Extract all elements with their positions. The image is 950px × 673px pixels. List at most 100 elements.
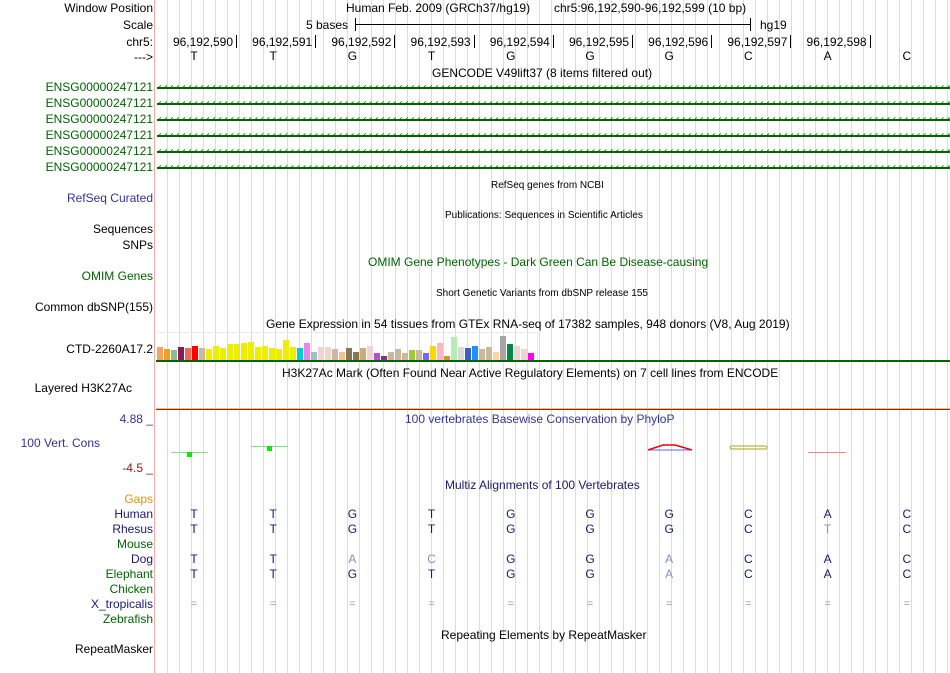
gencode-item-label[interactable]: ENSG00000247121 xyxy=(45,80,153,94)
gtex-gene-label[interactable]: CTD-2260A17.2 xyxy=(66,342,153,356)
h3k27ac-track-title[interactable]: H3K27Ac Mark (Often Found Near Active Re… xyxy=(282,366,779,380)
gtex-tissue-bar[interactable] xyxy=(283,340,289,360)
gencode-gene-line[interactable] xyxy=(157,103,950,105)
gencode-item-label[interactable]: ENSG00000247121 xyxy=(45,144,153,158)
publications-track-label-line1[interactable]: Sequences xyxy=(92,222,153,236)
alignment-base: T xyxy=(427,567,436,581)
alignment-base: T xyxy=(269,522,277,536)
gtex-tissue-bar[interactable] xyxy=(171,350,177,360)
repeatmasker-track-title[interactable]: Repeating Elements by RepeatMasker xyxy=(441,628,647,642)
gtex-tissue-bar[interactable] xyxy=(388,352,394,360)
gtex-tissue-bar[interactable] xyxy=(199,348,205,360)
gtex-tissue-bar[interactable] xyxy=(486,347,492,360)
gtex-tissue-bar[interactable] xyxy=(423,353,429,360)
gtex-tissue-bar[interactable] xyxy=(192,346,198,360)
species-label-rhesus[interactable]: Rhesus xyxy=(112,522,153,536)
gtex-tissue-bar[interactable] xyxy=(220,348,226,360)
omim-track-label[interactable]: OMIM Genes xyxy=(81,269,153,283)
gtex-tissue-bar[interactable] xyxy=(304,343,310,360)
refseq-track-title[interactable]: RefSeq genes from NCBI xyxy=(491,180,604,191)
alignment-base: C xyxy=(744,522,753,536)
gtex-tissue-bar[interactable] xyxy=(500,336,506,360)
species-label-zebrafish[interactable]: Zebrafish xyxy=(102,612,153,626)
gtex-tissue-bar[interactable] xyxy=(318,347,324,360)
refseq-track-label[interactable]: RefSeq Curated xyxy=(66,191,153,205)
gtex-tissue-bar[interactable] xyxy=(458,347,464,360)
phylop-track-label[interactable]: 100 Vert. Cons xyxy=(20,436,100,450)
gtex-tissue-bar[interactable] xyxy=(402,353,408,360)
gtex-tissue-bar[interactable] xyxy=(325,347,331,360)
gtex-tissue-bar[interactable] xyxy=(437,343,443,360)
species-label-elephant[interactable]: Elephant xyxy=(105,567,153,581)
publications-track-title[interactable]: Publications: Sequences in Scientific Ar… xyxy=(445,210,643,221)
gtex-tissue-bar[interactable] xyxy=(381,356,387,360)
gtex-tissue-bar[interactable] xyxy=(360,348,366,360)
gtex-tissue-bar[interactable] xyxy=(164,349,170,360)
gtex-tissue-bar[interactable] xyxy=(479,349,485,360)
gtex-tissue-bar[interactable] xyxy=(514,346,520,360)
multiz-track-title[interactable]: Multiz Alignments of 100 Vertebrates xyxy=(445,478,640,492)
gencode-item-label[interactable]: ENSG00000247121 xyxy=(45,112,153,126)
gtex-tissue-bar[interactable] xyxy=(430,346,436,360)
gtex-tissue-bar[interactable] xyxy=(507,344,513,360)
gtex-tissue-bar[interactable] xyxy=(416,350,422,360)
gtex-tissue-bar[interactable] xyxy=(248,342,254,360)
gtex-tissue-bar[interactable] xyxy=(395,349,401,360)
gtex-tissue-bar[interactable] xyxy=(290,347,296,360)
gtex-tissue-bar[interactable] xyxy=(241,343,247,360)
gtex-tissue-bar[interactable] xyxy=(409,350,415,360)
gencode-gene-line[interactable] xyxy=(157,119,950,121)
gtex-chart[interactable] xyxy=(157,332,538,360)
gtex-tissue-bar[interactable] xyxy=(269,348,275,360)
gtex-tissue-bar[interactable] xyxy=(185,348,191,360)
gencode-item-label[interactable]: ENSG00000247121 xyxy=(45,128,153,142)
publications-track-label-line2[interactable]: SNPs xyxy=(122,238,153,252)
species-label-chicken[interactable]: Chicken xyxy=(109,582,153,596)
grid-line xyxy=(575,0,576,673)
gtex-tissue-bar[interactable] xyxy=(213,346,219,360)
species-label-mouse[interactable]: Mouse xyxy=(116,537,153,551)
h3k27ac-track-label[interactable]: Layered H3K27Ac xyxy=(34,381,132,395)
gtex-tissue-bar[interactable] xyxy=(262,346,268,360)
dbsnp-track-title[interactable]: Short Genetic Variants from dbSNP releas… xyxy=(436,288,648,299)
gtex-tissue-bar[interactable] xyxy=(157,347,163,360)
phylop-track-title[interactable]: 100 vertebrates Basewise Conservation by… xyxy=(405,412,675,426)
gtex-tissue-bar[interactable] xyxy=(444,356,450,360)
gtex-tissue-bar[interactable] xyxy=(234,344,240,360)
gtex-tissue-bar[interactable] xyxy=(255,347,261,360)
gtex-tissue-bar[interactable] xyxy=(472,346,478,360)
gtex-tissue-bar[interactable] xyxy=(493,352,499,360)
omim-track-title[interactable]: OMIM Gene Phenotypes - Dark Green Can Be… xyxy=(368,255,709,269)
gtex-tissue-bar[interactable] xyxy=(276,349,282,360)
gtex-tissue-bar[interactable] xyxy=(206,349,212,360)
gtex-tissue-bar[interactable] xyxy=(311,352,317,360)
gtex-tissue-bar[interactable] xyxy=(521,349,527,360)
alignment-base: G xyxy=(585,552,595,566)
gtex-tissue-bar[interactable] xyxy=(178,347,184,360)
gencode-gene-line[interactable] xyxy=(157,167,950,169)
gtex-tissue-bar[interactable] xyxy=(346,348,352,360)
gencode-gene-line[interactable] xyxy=(157,87,950,89)
gencode-track-title[interactable]: GENCODE V49lift37 (8 items filtered out) xyxy=(432,66,653,80)
gtex-tissue-bar[interactable] xyxy=(227,344,233,360)
dbsnp-track-label[interactable]: Common dbSNP(155) xyxy=(34,300,153,314)
position-range[interactable]: chr5:96,192,590-96,192,599 (10 bp) xyxy=(554,1,747,15)
gtex-tissue-bar[interactable] xyxy=(367,346,373,360)
gtex-tissue-bar[interactable] xyxy=(374,353,380,360)
species-label-dog[interactable]: Dog xyxy=(130,552,153,566)
gtex-tissue-bar[interactable] xyxy=(297,348,303,360)
gtex-tissue-bar[interactable] xyxy=(339,352,345,360)
gtex-tissue-bar[interactable] xyxy=(451,337,457,360)
species-label-human[interactable]: Human xyxy=(114,507,153,521)
gtex-track-title[interactable]: Gene Expression in 54 tissues from GTEx … xyxy=(266,317,790,331)
gtex-tissue-bar[interactable] xyxy=(332,349,338,360)
gtex-tissue-bar[interactable] xyxy=(465,348,471,360)
gencode-item-label[interactable]: ENSG00000247121 xyxy=(45,160,153,174)
gtex-tissue-bar[interactable] xyxy=(353,352,359,360)
gencode-gene-line[interactable] xyxy=(157,151,950,153)
repeatmasker-track-label[interactable]: RepeatMasker xyxy=(74,642,153,656)
species-label-x_tropicalis[interactable]: X_tropicalis xyxy=(90,597,153,611)
gencode-item-label[interactable]: ENSG00000247121 xyxy=(45,96,153,110)
gencode-gene-line[interactable] xyxy=(157,135,950,137)
gtex-tissue-bar[interactable] xyxy=(528,353,534,360)
